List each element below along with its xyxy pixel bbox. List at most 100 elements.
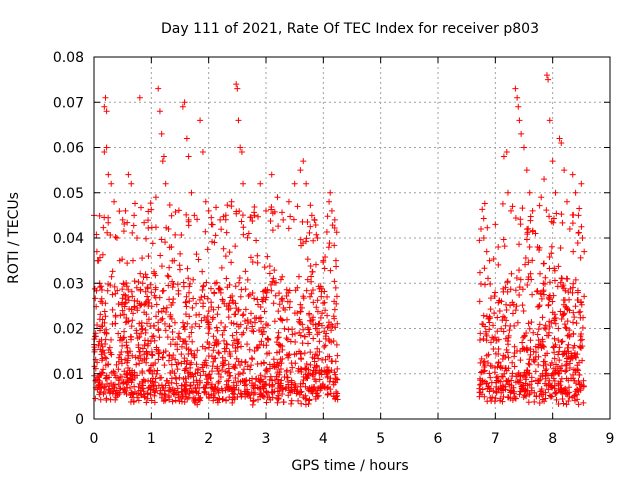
y-tick-label: 0.05 [53, 186, 84, 202]
data-point [333, 300, 340, 307]
data-point [299, 340, 306, 347]
data-point [115, 366, 122, 373]
data-point [324, 391, 331, 398]
data-point [97, 396, 104, 403]
data-point [491, 369, 498, 376]
data-point [240, 311, 247, 318]
data-point [515, 379, 522, 386]
data-point [485, 383, 492, 390]
data-point [237, 362, 244, 369]
data-point [112, 234, 119, 241]
data-point [524, 367, 531, 374]
data-point [558, 275, 565, 282]
data-point [539, 336, 546, 343]
data-point [550, 292, 557, 299]
data-point [560, 400, 567, 407]
data-point [214, 327, 221, 334]
data-point [144, 395, 151, 402]
plot-frame [93, 56, 611, 420]
data-point [526, 243, 533, 250]
data-point [564, 332, 571, 339]
data-point [182, 311, 189, 318]
data-point [573, 320, 580, 327]
data-point [555, 325, 562, 332]
data-point [324, 353, 331, 360]
data-point [578, 223, 585, 230]
data-point [555, 263, 562, 270]
data-point [177, 250, 184, 257]
data-point [535, 326, 542, 333]
data-point [151, 270, 158, 277]
data-point [213, 324, 220, 331]
data-point [213, 204, 220, 211]
data-point [487, 306, 494, 313]
data-point [212, 394, 219, 401]
data-point [547, 362, 554, 369]
data-point [194, 401, 201, 408]
data-point [579, 324, 586, 331]
data-point [486, 326, 493, 333]
data-point [236, 279, 243, 286]
data-point [540, 362, 547, 369]
data-point [538, 386, 545, 393]
data-point [287, 338, 294, 345]
data-point [490, 256, 497, 263]
data-point [204, 313, 211, 320]
data-point [196, 296, 203, 303]
data-point [499, 398, 506, 405]
data-point [315, 392, 322, 399]
data-point [141, 309, 148, 316]
data-point [248, 362, 255, 369]
data-point [516, 117, 523, 124]
data-point [226, 385, 233, 392]
data-point [562, 324, 569, 331]
data-point [294, 203, 301, 210]
data-point [574, 240, 581, 247]
x-tick-label: 8 [548, 431, 557, 447]
data-point [332, 257, 339, 264]
data-point [268, 389, 275, 396]
data-point [195, 256, 202, 263]
data-point [322, 384, 329, 391]
data-point [557, 308, 564, 315]
data-point [150, 323, 157, 330]
data-point [314, 393, 321, 400]
data-point [544, 332, 551, 339]
data-point [569, 220, 576, 227]
data-point [187, 382, 194, 389]
data-point [575, 401, 582, 408]
data-point [556, 357, 563, 364]
data-point [98, 340, 105, 347]
data-point [505, 394, 512, 401]
data-point [476, 298, 483, 305]
data-point [542, 372, 549, 379]
data-point [527, 351, 534, 358]
data-point [540, 391, 547, 398]
data-point [165, 357, 172, 364]
data-point [479, 368, 486, 375]
data-point [192, 385, 199, 392]
data-point [555, 370, 562, 377]
data-point [548, 218, 555, 225]
data-point [180, 375, 187, 382]
data-point [569, 371, 576, 378]
data-point [298, 366, 305, 373]
data-point [240, 329, 247, 336]
data-point [181, 99, 188, 106]
data-point [535, 361, 542, 368]
data-point [560, 311, 567, 318]
data-point [334, 352, 341, 359]
data-point [526, 390, 533, 397]
data-point [296, 318, 303, 325]
data-point [283, 286, 290, 293]
data-point [513, 303, 520, 310]
data-point [571, 393, 578, 400]
data-point [235, 117, 242, 124]
data-point [202, 228, 209, 235]
data-point [514, 378, 521, 385]
data-point [576, 371, 583, 378]
data-point [247, 318, 254, 325]
data-point [291, 180, 298, 187]
data-point [279, 391, 286, 398]
data-point [523, 329, 530, 336]
